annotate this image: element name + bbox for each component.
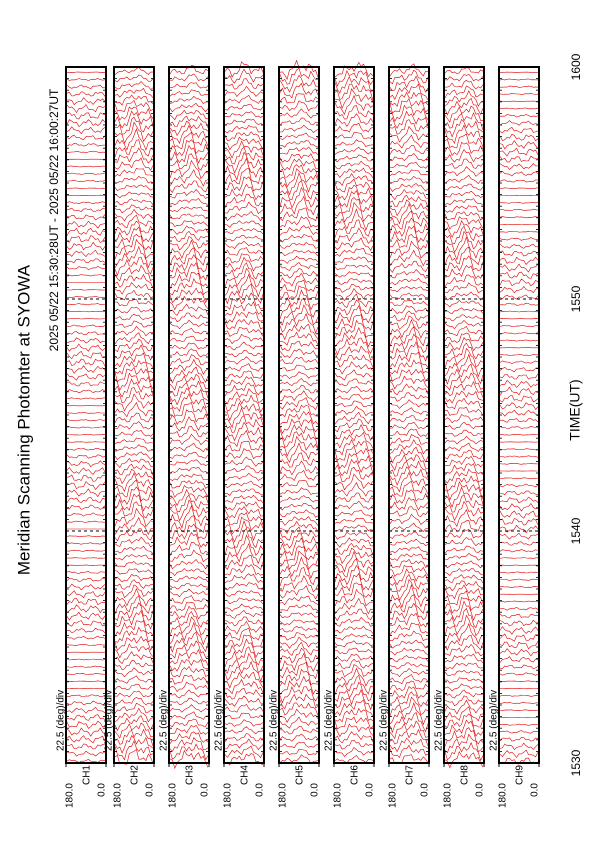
scale-label: 22.5 (deg)/div	[159, 690, 170, 751]
x-tick-label: 1540	[569, 517, 583, 544]
scan-traces	[169, 65, 209, 770]
rotated-plot: Meridian Scanning Photomter at SYOWA 202…	[14, 53, 583, 808]
scan-traces	[114, 66, 154, 765]
scan-traces	[499, 71, 539, 765]
y-tick-label: 0.0	[200, 783, 211, 797]
y-tick-label: 180.0	[443, 783, 454, 808]
panel-frame	[388, 66, 430, 764]
scan-traces	[66, 71, 106, 763]
panel-frame	[443, 66, 485, 764]
y-tick-label: 0.0	[255, 783, 266, 797]
scale-label: 22.5 (deg)/div	[269, 690, 280, 751]
channel-label: CH3	[185, 765, 196, 785]
y-tick-label: 180.0	[65, 783, 76, 808]
scale-label: 22.5 (deg)/div	[56, 690, 67, 751]
panel-frame	[168, 66, 210, 764]
channel-label: CH8	[460, 765, 471, 785]
y-tick-label: 0.0	[145, 783, 156, 797]
scale-label: 22.5 (deg)/div	[214, 690, 225, 751]
y-tick-label: 180.0	[333, 783, 344, 808]
y-tick-label: 0.0	[475, 783, 486, 797]
channel-label: CH6	[350, 765, 361, 785]
scan-traces	[389, 63, 429, 764]
y-tick-label: 180.0	[113, 783, 124, 808]
panel-frame	[333, 66, 375, 764]
scale-label: 22.5 (deg)/div	[489, 690, 500, 751]
scan-traces	[279, 59, 319, 764]
panel-frame	[65, 66, 107, 764]
y-tick-label: 0.0	[530, 783, 541, 797]
scan-traces	[444, 67, 484, 769]
x-tick-label: 1600	[569, 53, 583, 80]
chart-title: Meridian Scanning Photomter at SYOWA	[14, 264, 33, 575]
channel-label: CH2	[130, 765, 141, 785]
y-tick-label: 0.0	[310, 783, 321, 797]
x-axis-label: TIME(UT)	[567, 379, 583, 440]
channel-label: CH1	[82, 765, 93, 785]
panel-frame	[498, 66, 540, 764]
y-tick-label: 0.0	[97, 783, 108, 797]
scan-traces	[224, 61, 264, 766]
scale-label: 22.5 (deg)/div	[379, 690, 390, 751]
panel-frame	[223, 66, 265, 764]
y-tick-label: 0.0	[365, 783, 376, 797]
y-tick-label: 180.0	[278, 783, 289, 808]
scale-label: 22.5 (deg)/div	[434, 690, 445, 751]
y-tick-label: 180.0	[223, 783, 234, 808]
panel-frame	[113, 66, 155, 764]
channel-label: CH4	[240, 765, 251, 785]
channel-label: CH9	[515, 765, 526, 785]
scale-label: 22.5 (deg)/div	[324, 690, 335, 751]
x-tick-label: 1530	[569, 749, 583, 776]
channel-label: CH5	[295, 765, 306, 785]
panel-frame	[278, 66, 320, 764]
scale-label: 22.5 (deg)/div	[104, 690, 115, 751]
y-tick-label: 180.0	[168, 783, 179, 808]
y-tick-label: 0.0	[420, 783, 431, 797]
channel-label: CH7	[405, 765, 416, 785]
chart-subtitle: 2025 05/22 15:30:28UT - 2025 05/22 16:00…	[47, 88, 61, 351]
x-tick-label: 1550	[569, 285, 583, 312]
y-tick-label: 180.0	[388, 783, 399, 808]
scan-traces	[334, 61, 374, 764]
y-tick-label: 180.0	[498, 783, 509, 808]
